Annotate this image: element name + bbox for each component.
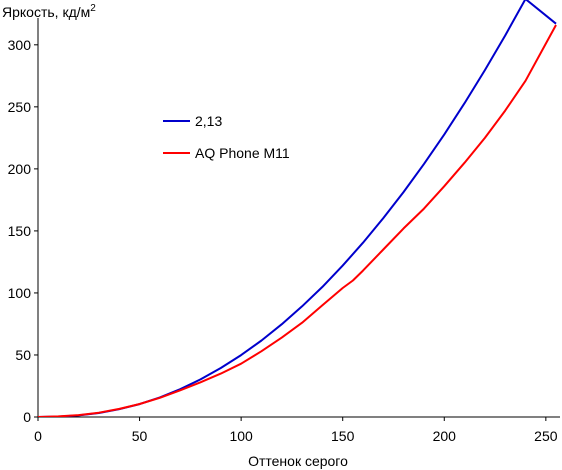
legend-label-2: AQ Phone M11 <box>195 145 290 161</box>
axes <box>34 18 560 421</box>
series-line-1 <box>38 0 557 417</box>
y-axis-title-superscript: 2 <box>90 3 96 14</box>
x-tick-label: 50 <box>132 428 148 444</box>
y-tick-label: 250 <box>8 99 32 115</box>
tick-labels: 0 50 100 150 200 250 300 0 50 100 150 200 250 <box>8 37 558 444</box>
y-tick-label: 0 <box>23 409 31 425</box>
y-tick-label: 200 <box>8 161 32 177</box>
x-tick-label: 200 <box>433 428 457 444</box>
y-axis-title-text: Яркость, кд/м <box>2 4 90 20</box>
y-tick-label: 300 <box>8 37 32 53</box>
legend: 2,13 AQ Phone M11 <box>163 113 290 161</box>
legend-label-1: 2,13 <box>195 113 222 129</box>
series-line-2 <box>38 24 557 417</box>
x-tick-label: 150 <box>331 428 355 444</box>
x-tick-label: 0 <box>34 428 42 444</box>
y-axis-title: Яркость, кд/м2 <box>2 3 96 20</box>
series-lines <box>38 0 557 417</box>
x-tick-label: 100 <box>229 428 253 444</box>
x-axis-title: Оттенок серого <box>248 453 348 469</box>
y-tick-label: 100 <box>8 285 32 301</box>
y-tick-label: 50 <box>15 347 31 363</box>
x-tick-label: 250 <box>534 428 558 444</box>
y-tick-label: 150 <box>8 223 32 239</box>
